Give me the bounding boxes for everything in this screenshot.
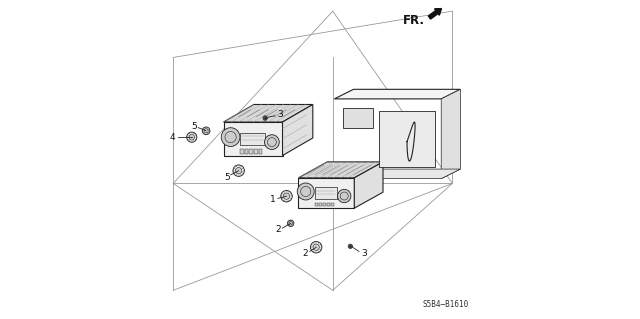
Circle shape [236,167,242,174]
Circle shape [348,244,353,249]
Bar [380,111,435,167]
Circle shape [263,116,268,120]
Bar [323,203,326,206]
Polygon shape [282,105,313,155]
Circle shape [204,129,208,133]
Polygon shape [223,105,313,122]
Circle shape [187,132,197,142]
Polygon shape [334,89,460,99]
Bar [315,203,317,206]
Text: 5: 5 [191,122,197,130]
Polygon shape [223,122,282,155]
Bar [240,133,265,145]
Text: 5: 5 [224,173,230,182]
Circle shape [221,128,240,146]
Circle shape [337,189,351,203]
Bar [315,187,337,199]
Circle shape [310,241,322,253]
Circle shape [189,134,195,140]
Text: 4: 4 [169,133,175,142]
Circle shape [281,190,292,202]
Circle shape [289,221,292,225]
Bar [259,150,262,153]
Bar [254,150,258,153]
Text: 3: 3 [277,110,283,119]
Bar [240,150,244,153]
Circle shape [287,220,294,226]
Text: FR.: FR. [403,14,425,27]
Circle shape [313,244,319,250]
Bar [244,150,248,153]
Bar [319,203,322,206]
Circle shape [233,165,244,176]
Circle shape [202,127,210,135]
Bar [250,150,253,153]
Polygon shape [334,169,460,179]
Bar [327,203,330,206]
Bar [332,203,335,206]
FancyArrow shape [428,9,442,19]
Circle shape [264,135,279,150]
Polygon shape [298,162,383,178]
Text: 3: 3 [361,249,367,258]
Text: 2: 2 [303,249,308,258]
Polygon shape [441,89,460,179]
Polygon shape [355,162,383,208]
Text: 1: 1 [270,195,276,204]
Text: S5B4—B1610: S5B4—B1610 [422,300,468,309]
Bar [343,108,373,129]
Circle shape [284,193,290,199]
Polygon shape [298,178,355,208]
Text: 2: 2 [275,225,281,234]
Circle shape [297,183,314,200]
